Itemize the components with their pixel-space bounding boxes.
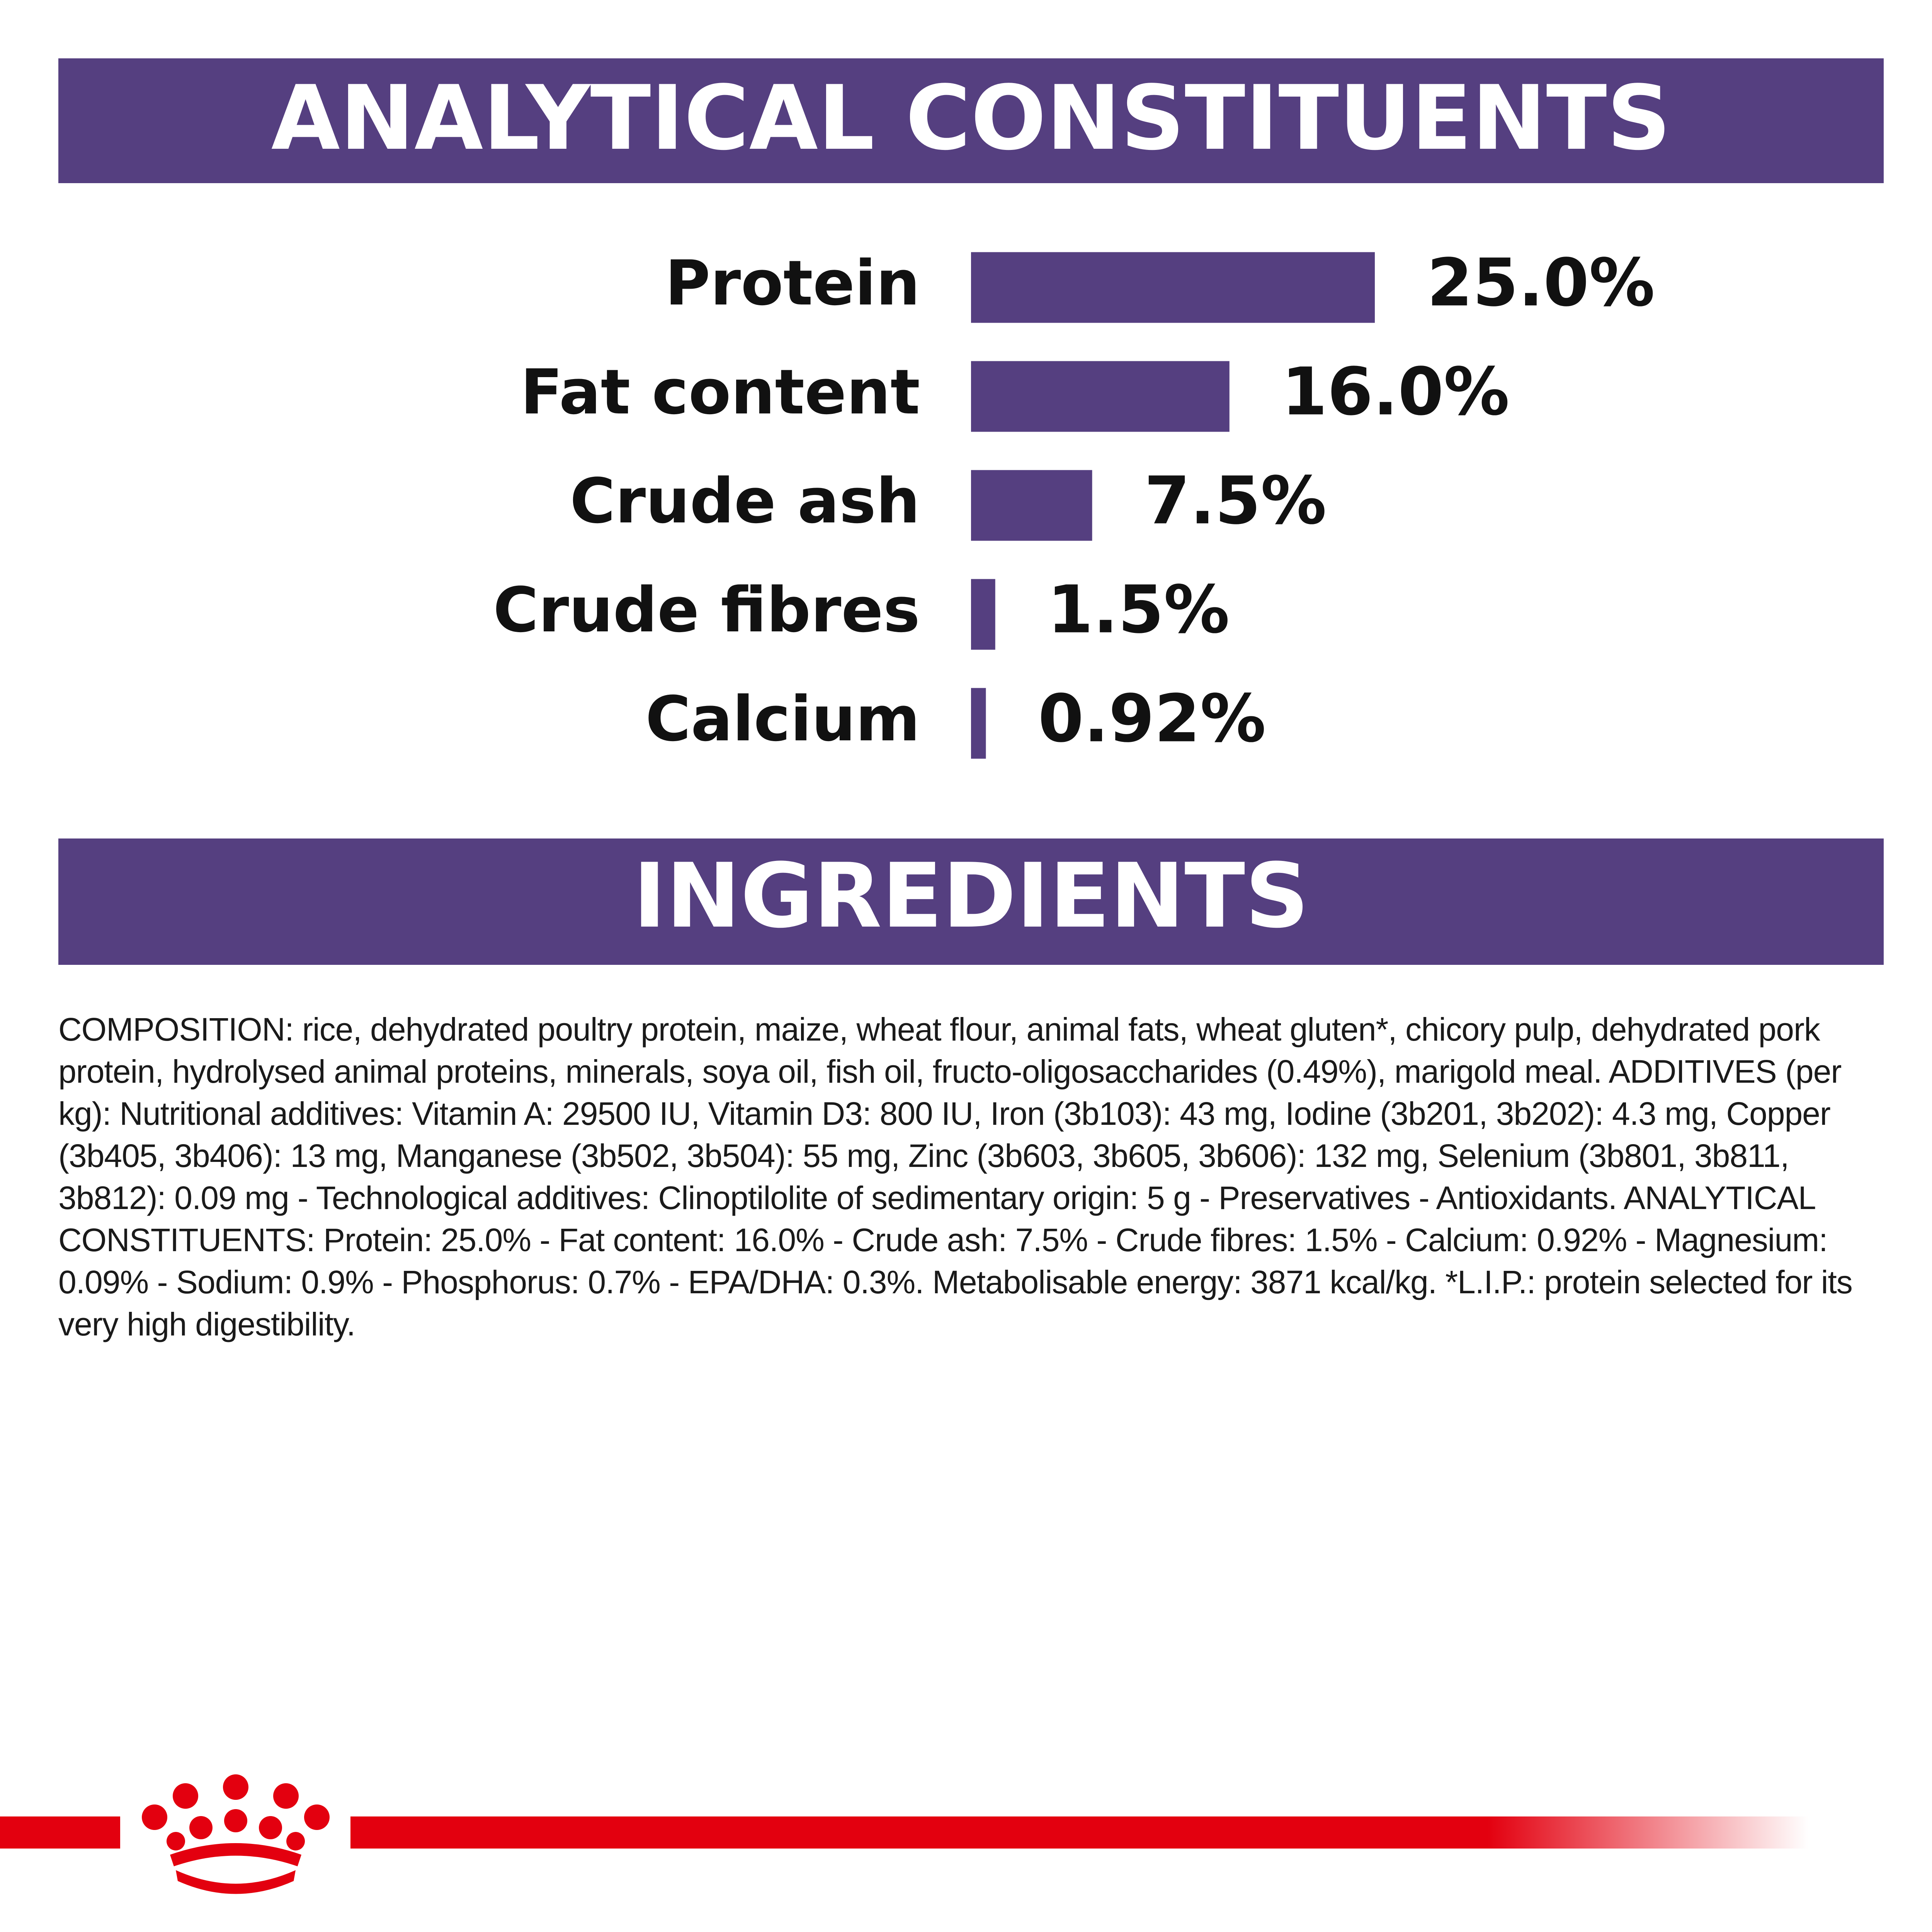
- header-band: [58, 58, 1884, 183]
- bar: [971, 361, 1230, 432]
- bar: [971, 579, 995, 650]
- crown-logo: [142, 1774, 330, 1894]
- category-label: Protein: [665, 247, 920, 319]
- ingredients-text: COMPOSITION: rice, dehydrated poultry pr…: [58, 1011, 1853, 1342]
- category-label: Crude ash: [570, 465, 920, 537]
- brand-line: [350, 1816, 1808, 1849]
- bar-group: Protein 25.0% Fat content 16.0% Crude ash 7.5…: [493, 245, 1655, 759]
- value-label: 1.5%: [1048, 571, 1230, 648]
- header-band: [58, 838, 1884, 965]
- bar: [971, 470, 1092, 541]
- value-label: 7.5%: [1145, 463, 1327, 539]
- value-label: 16.0%: [1282, 354, 1510, 430]
- category-label: Crude fibres: [493, 574, 920, 646]
- brand-line: [0, 1816, 120, 1849]
- bar: [971, 688, 986, 759]
- section-title: INGREDIENTS: [633, 845, 1309, 948]
- chart-title: ANALYTICAL CONSTITUENTS: [271, 67, 1671, 170]
- category-label: Fat content: [520, 356, 920, 428]
- value-label: 25.0%: [1427, 245, 1655, 321]
- category-label: Calcium: [645, 683, 920, 755]
- value-label: 0.92%: [1038, 680, 1266, 757]
- bar: [971, 252, 1375, 323]
